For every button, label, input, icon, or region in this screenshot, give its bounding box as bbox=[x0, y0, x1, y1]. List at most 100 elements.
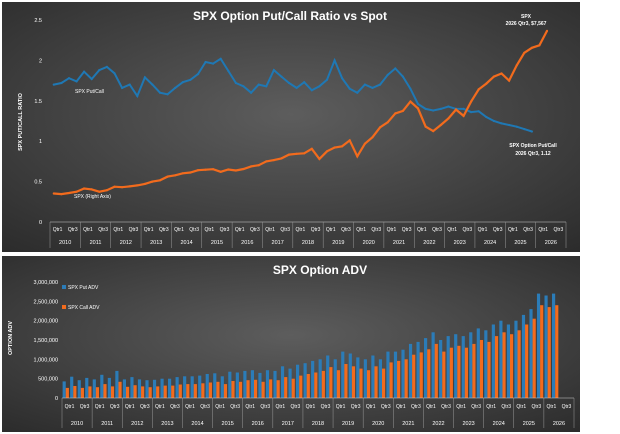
put-call-point bbox=[447, 105, 450, 108]
call-adv-bar bbox=[457, 345, 461, 398]
call-adv-bar bbox=[487, 341, 491, 398]
call-adv-legend-swatch bbox=[62, 305, 66, 309]
put-adv-bar bbox=[333, 359, 337, 398]
call-adv-bar bbox=[254, 379, 258, 398]
adv-year-label: 2019 bbox=[342, 421, 354, 427]
spx-point bbox=[181, 172, 184, 175]
adv-quarter-tick: Qtr3 bbox=[411, 404, 421, 410]
put-call-point bbox=[416, 102, 420, 106]
adv-quarter-tick: Qtr3 bbox=[471, 404, 481, 410]
call-adv-bar bbox=[103, 384, 107, 398]
adv-quarter-tick: Qtr1 bbox=[456, 404, 466, 410]
ratio-quarter-tick: Qtr1 bbox=[356, 227, 366, 233]
option-adv-chart: SPX Option ADV OPTION ADV 0 500,000 1,000,… bbox=[2, 256, 580, 432]
spx-point bbox=[394, 112, 397, 115]
call-adv-bar bbox=[344, 364, 348, 398]
put-adv-bar bbox=[439, 340, 443, 398]
put-adv-bar bbox=[175, 377, 179, 398]
ratio-quarter-tick: Qtr3 bbox=[250, 227, 260, 233]
ratio-quarter-tick: Qtr1 bbox=[144, 227, 154, 233]
put-call-point bbox=[219, 57, 222, 60]
put-call-point bbox=[492, 119, 495, 123]
adv-y-tick: 1,000,000 bbox=[34, 357, 58, 363]
adv-quarter-tick: Qtr3 bbox=[441, 404, 451, 410]
put-adv-bar bbox=[371, 355, 375, 398]
call-adv-bar bbox=[427, 349, 431, 398]
adv-quarter-tick: Qtr1 bbox=[245, 404, 255, 410]
put-call-point bbox=[52, 83, 55, 86]
call-adv-bar bbox=[306, 374, 310, 398]
spx-y2-tick: $2,000 bbox=[586, 170, 603, 176]
call-adv-bar bbox=[284, 377, 288, 398]
ratio-quarter-tick: Qtr1 bbox=[113, 227, 123, 233]
call-adv-bar bbox=[532, 318, 536, 398]
call-adv-bar bbox=[80, 387, 84, 398]
put-call-point bbox=[379, 83, 382, 86]
ratio-quarter-tick: Qtr1 bbox=[478, 227, 488, 233]
spx-y2-tick: $1,000 bbox=[586, 195, 603, 201]
ratio-quarter-tick: Qtr1 bbox=[447, 227, 457, 233]
put-adv-bar bbox=[205, 374, 209, 398]
put-call-point bbox=[477, 110, 480, 113]
adv-quarter-tick: Qtr1 bbox=[426, 404, 436, 410]
ratio-y-tick: 0.5 bbox=[34, 180, 42, 186]
adv-chart-title: SPX Option ADV bbox=[273, 263, 367, 277]
spx-point bbox=[492, 75, 495, 78]
adv-quarter-tick: Qtr3 bbox=[80, 404, 90, 410]
put-call-point bbox=[158, 91, 162, 94]
put-adv-bar bbox=[250, 370, 254, 398]
adv-quarter-tick: Qtr3 bbox=[351, 404, 361, 410]
ratio-quarter-tick: Qtr3 bbox=[280, 227, 290, 233]
call-adv-bar bbox=[434, 343, 438, 398]
put-adv-bar bbox=[454, 334, 458, 398]
spx-point bbox=[265, 160, 268, 163]
spx-point bbox=[250, 165, 253, 168]
spx-point bbox=[523, 51, 526, 54]
call-adv-bar bbox=[178, 384, 182, 398]
ratio-quarter-tick: Qtr1 bbox=[53, 227, 63, 233]
spx-point bbox=[545, 29, 549, 32]
call-adv-bar bbox=[171, 385, 175, 398]
adv-quarter-tick: Qtr1 bbox=[516, 404, 526, 410]
ratio-year-label: 2024 bbox=[484, 240, 496, 246]
put-adv-bar bbox=[235, 372, 239, 398]
call-adv-bar bbox=[555, 305, 559, 398]
put-adv-bar bbox=[228, 371, 232, 398]
spx-point bbox=[136, 184, 139, 187]
spx-point bbox=[151, 180, 154, 183]
call-adv-bar bbox=[510, 334, 514, 398]
adv-quarter-tick: Qtr3 bbox=[200, 404, 210, 410]
call-adv-bar bbox=[382, 368, 386, 398]
put-call-point bbox=[60, 81, 63, 85]
call-adv-bar bbox=[472, 343, 476, 398]
put-call-point bbox=[325, 78, 329, 81]
put-call-point bbox=[356, 91, 359, 94]
spx-point bbox=[462, 114, 465, 117]
spx-annotation-line-2: 2026 Qtr3, $7,567 bbox=[506, 21, 547, 27]
call-adv-bar bbox=[329, 367, 333, 398]
spx-point bbox=[75, 190, 78, 193]
call-adv-bar bbox=[223, 384, 228, 398]
put-call-point bbox=[287, 81, 291, 85]
ratio-quarter-tick: Qtr1 bbox=[83, 227, 93, 233]
ratio-quarter-tick: Qtr3 bbox=[341, 227, 351, 233]
put-adv-bar bbox=[416, 341, 420, 398]
ratio-year-label: 2018 bbox=[302, 240, 314, 246]
put-adv-bar bbox=[62, 381, 66, 398]
spx-point bbox=[477, 88, 480, 91]
put-call-point bbox=[204, 60, 207, 64]
spx-point bbox=[60, 193, 63, 196]
spx-point bbox=[295, 152, 298, 155]
call-adv-bar bbox=[95, 387, 100, 398]
call-adv-legend-label: SPX Call ADV bbox=[68, 305, 100, 311]
adv-year-label: 2023 bbox=[462, 421, 474, 427]
put-call-point bbox=[174, 86, 177, 89]
put-call-point bbox=[113, 72, 116, 75]
call-adv-bar bbox=[156, 386, 160, 398]
spx-point bbox=[196, 169, 200, 172]
put-adv-bar bbox=[160, 378, 164, 398]
put-call-point bbox=[181, 81, 184, 84]
spx-point bbox=[128, 185, 131, 188]
adv-year-label: 2016 bbox=[252, 421, 264, 427]
put-call-point bbox=[234, 81, 237, 85]
